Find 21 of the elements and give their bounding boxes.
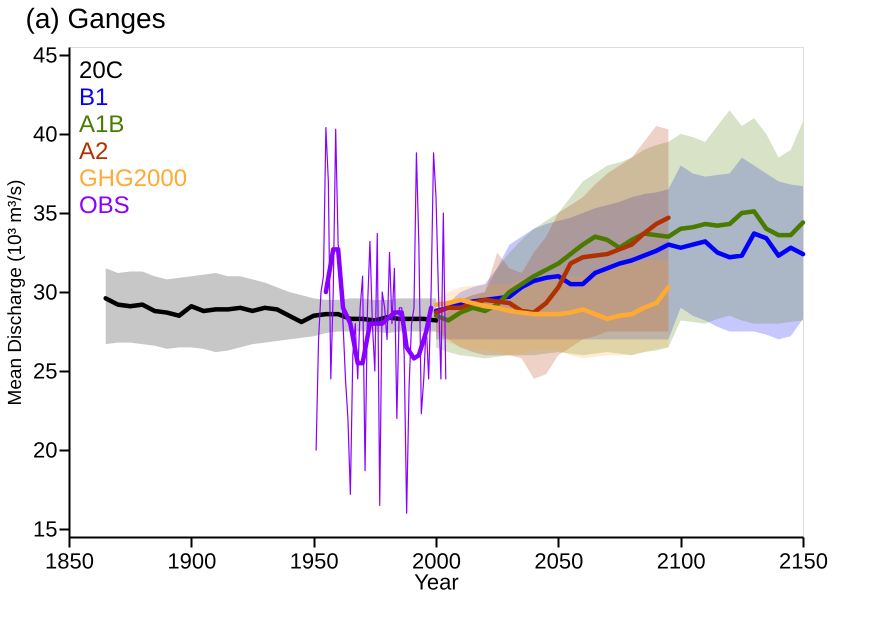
text: OBS bbox=[79, 192, 130, 219]
y-tick-label: 35 bbox=[33, 200, 58, 226]
y-tick-label: 40 bbox=[33, 121, 58, 146]
y-axis-title: Mean Discharge (10³ m³/s) bbox=[5, 180, 26, 406]
x-tick-label: 2150 bbox=[779, 548, 828, 574]
x-tick-label: 2100 bbox=[656, 548, 706, 574]
text: A2 bbox=[79, 138, 108, 165]
text: B1 bbox=[79, 84, 108, 111]
y-tick-label: 15 bbox=[33, 516, 58, 542]
x-tick-label: 2050 bbox=[534, 548, 584, 574]
chart-title: (a) Ganges bbox=[26, 2, 166, 34]
y-tick-label: 30 bbox=[33, 280, 58, 304]
y-tick-label: 20 bbox=[33, 438, 58, 463]
y-tick-label: 45 bbox=[33, 42, 58, 68]
text: GHG2000 bbox=[79, 165, 188, 192]
text: 20C bbox=[79, 57, 124, 84]
text: A1B bbox=[79, 111, 124, 138]
x-tick-label: 1850 bbox=[45, 548, 94, 574]
y-tick-label: 25 bbox=[33, 358, 58, 384]
x-tick-label: 1900 bbox=[167, 548, 216, 574]
x-tick-label: 1950 bbox=[290, 548, 339, 574]
